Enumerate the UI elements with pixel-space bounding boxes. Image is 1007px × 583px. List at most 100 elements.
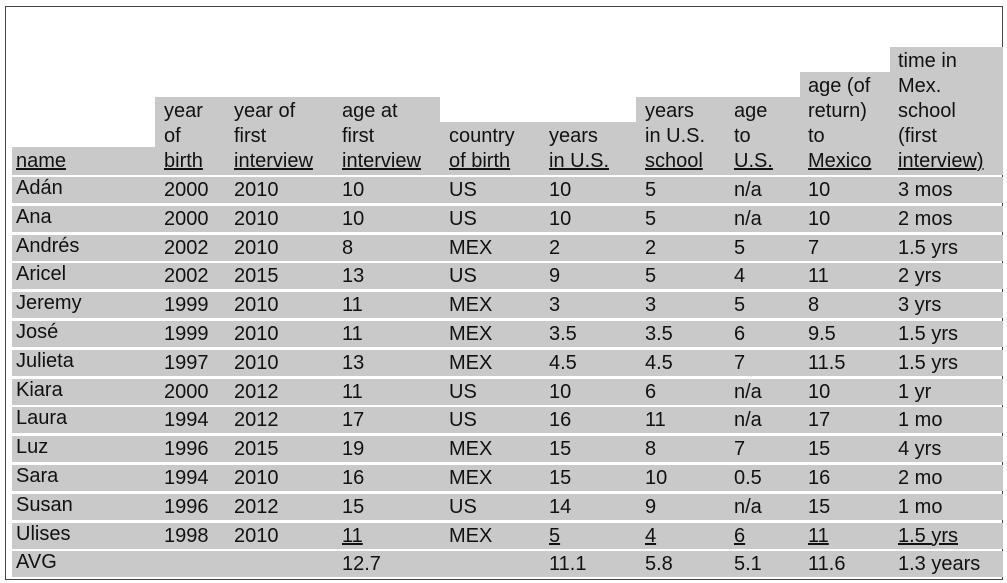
cell-text: 11 xyxy=(342,380,363,403)
cell-text: 10 xyxy=(549,179,572,201)
row-background xyxy=(12,465,1003,491)
header-cell xyxy=(440,122,540,175)
cell-text: 2010 xyxy=(234,351,279,374)
cell-text: Laura xyxy=(16,407,68,430)
cell-text: Ana xyxy=(16,205,52,228)
cell-text: US xyxy=(449,380,477,403)
cell-text: MEX xyxy=(449,524,493,547)
cell-text: Jeremy xyxy=(16,292,82,315)
cell-text: 5 xyxy=(645,265,657,288)
cell-text: 2000 xyxy=(164,380,209,403)
cell-text: 2012 xyxy=(234,495,279,518)
cell-text: José xyxy=(16,321,59,343)
cell-text: Adán xyxy=(16,177,63,199)
header-cell xyxy=(890,47,1003,175)
cell-text: 1.5 yrs xyxy=(898,524,959,547)
header-text: school xyxy=(898,100,956,122)
header-text: of xyxy=(164,125,181,147)
row-background xyxy=(12,205,1003,232)
cell-text: 1.5 yrs xyxy=(898,323,959,345)
header-text: name xyxy=(16,150,67,172)
cell-text: US xyxy=(449,179,477,201)
cell-text: 5.8 xyxy=(645,553,673,576)
header-text: interview xyxy=(234,150,313,172)
cell-text: Susan xyxy=(16,493,73,516)
header-text: years xyxy=(645,100,694,122)
cell-text: 3 mos xyxy=(898,179,953,201)
row-background xyxy=(12,263,1003,290)
cell-text: 6 xyxy=(734,524,746,547)
cell-text: 9 xyxy=(645,495,657,518)
cell-text: AVG xyxy=(16,551,57,574)
header-text: age at xyxy=(342,100,398,122)
row-background xyxy=(12,349,1003,376)
header-text: interview) xyxy=(898,150,984,172)
cell-text: Sara xyxy=(16,465,59,487)
cell-text: 4 yrs xyxy=(898,438,942,461)
header-text: country xyxy=(449,125,515,147)
header-text: age xyxy=(734,100,768,122)
cell-text: 5 xyxy=(734,236,746,259)
cell-text: n/a xyxy=(734,380,762,403)
cell-text: 6 xyxy=(734,323,746,345)
header-text: age (of xyxy=(808,75,871,97)
cell-text: 1.3 years xyxy=(898,553,981,576)
cell-text: 2 yrs xyxy=(898,265,942,288)
cell-text: 11.1 xyxy=(549,553,587,576)
cell-text: 2010 xyxy=(234,207,279,230)
cell-text: 11 xyxy=(342,323,363,345)
cell-text: Luz xyxy=(16,436,49,459)
cell-text: 4 xyxy=(734,265,746,288)
cell-text: 9.5 xyxy=(808,323,836,345)
header-cell xyxy=(228,97,335,175)
cell-text: 7 xyxy=(734,438,746,461)
cell-text: 6 xyxy=(645,380,657,403)
header-text: return) xyxy=(808,100,867,122)
header-text: U.S. xyxy=(734,150,773,172)
cell-text: 2 xyxy=(549,236,561,259)
cell-text: n/a xyxy=(734,495,762,518)
cell-text: MEX xyxy=(449,351,493,374)
cell-text: 4.5 xyxy=(645,351,673,374)
header-cell xyxy=(335,97,440,175)
cell-text: 2002 xyxy=(164,265,209,288)
row-background xyxy=(12,493,1003,520)
cell-text: 10 xyxy=(342,207,365,230)
cell-text: 2010 xyxy=(234,467,279,489)
header-text: first xyxy=(234,125,267,147)
header-text: first xyxy=(342,125,375,147)
row-background xyxy=(12,177,1003,203)
cell-text: 2010 xyxy=(234,323,279,345)
cell-text: 2000 xyxy=(164,207,209,230)
cell-text: US xyxy=(449,409,477,432)
cell-text: n/a xyxy=(734,207,762,230)
cell-text: 15 xyxy=(549,467,572,489)
cell-text: Ulises xyxy=(16,522,71,545)
cell-text: 2 mos xyxy=(898,207,953,230)
cell-text: 2010 xyxy=(234,179,279,201)
cell-text: 2010 xyxy=(234,294,279,317)
cell-text: 11 xyxy=(342,524,363,547)
header-text: to xyxy=(808,125,825,147)
cell-text: 3.5 xyxy=(645,323,673,345)
cell-text: 11 xyxy=(645,409,666,432)
header-cell xyxy=(12,147,155,175)
cell-text: 16 xyxy=(342,467,365,489)
cell-text: n/a xyxy=(734,179,762,201)
header-text: in U.S. xyxy=(549,150,610,172)
cell-text: 10 xyxy=(342,179,365,201)
cell-text: 1996 xyxy=(164,495,209,518)
cell-text: 1999 xyxy=(164,323,209,345)
cell-text: 13 xyxy=(342,265,365,288)
cell-text: 3 yrs xyxy=(898,294,942,317)
cell-text: MEX xyxy=(449,294,493,317)
header-text: year xyxy=(164,100,203,122)
header-text: time in xyxy=(898,50,957,72)
row-background xyxy=(12,436,1003,463)
cell-text: 10 xyxy=(808,380,831,403)
cell-text: 8 xyxy=(645,438,657,461)
cell-text: 10 xyxy=(549,380,572,403)
header-cell xyxy=(636,97,726,175)
cell-text: 1.5 yrs xyxy=(898,351,959,374)
header-text: of birth xyxy=(449,150,511,172)
